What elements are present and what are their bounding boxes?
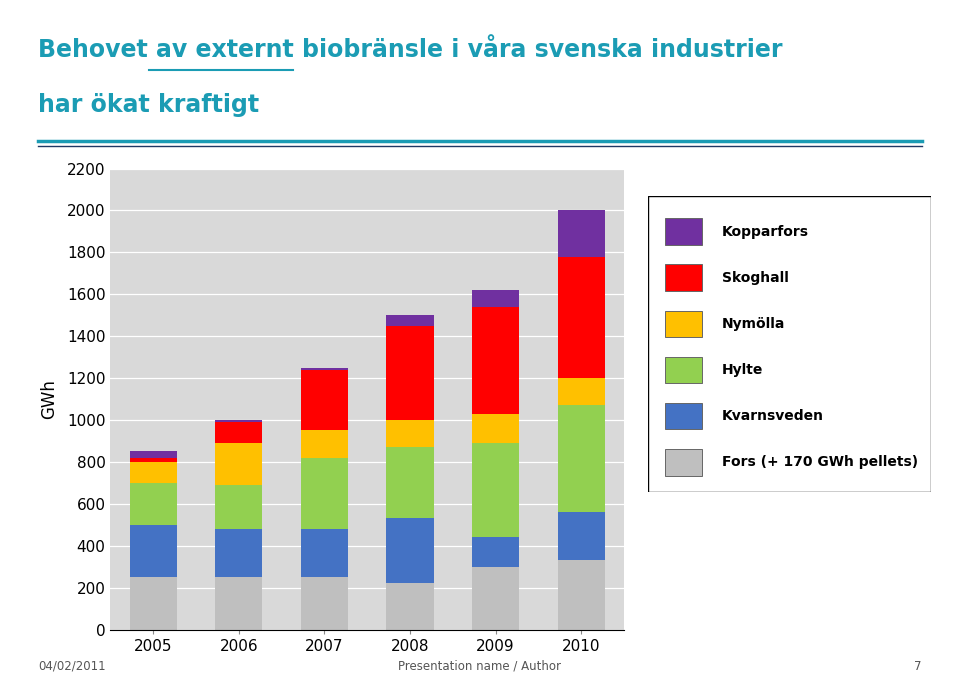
Bar bbox=[558, 405, 605, 512]
Bar bbox=[387, 325, 434, 420]
Bar bbox=[387, 447, 434, 519]
Bar bbox=[472, 443, 519, 537]
Bar bbox=[558, 257, 605, 378]
Bar bbox=[665, 403, 702, 429]
Bar bbox=[665, 449, 702, 475]
Bar bbox=[130, 458, 177, 462]
Text: Behovet av externt biobränsle i våra svenska industrier: Behovet av externt biobränsle i våra sve… bbox=[38, 38, 783, 62]
Text: har ökat kraftigt: har ökat kraftigt bbox=[38, 93, 259, 117]
Text: Nymölla: Nymölla bbox=[722, 317, 785, 331]
Bar bbox=[665, 218, 702, 245]
Bar bbox=[215, 422, 262, 443]
Text: Kopparfors: Kopparfors bbox=[722, 224, 808, 239]
Y-axis label: GWh: GWh bbox=[40, 379, 59, 419]
Bar bbox=[558, 211, 605, 257]
Bar bbox=[558, 378, 605, 405]
Bar bbox=[665, 310, 702, 337]
Bar bbox=[215, 529, 262, 577]
Bar bbox=[472, 537, 519, 567]
Bar bbox=[215, 420, 262, 422]
Text: Fors (+ 170 GWh pellets): Fors (+ 170 GWh pellets) bbox=[722, 455, 918, 469]
Bar bbox=[472, 567, 519, 630]
Bar bbox=[387, 519, 434, 583]
Bar bbox=[558, 512, 605, 560]
Bar bbox=[130, 462, 177, 483]
Text: 7: 7 bbox=[914, 660, 922, 673]
Bar bbox=[130, 525, 177, 577]
Bar bbox=[665, 264, 702, 291]
Bar bbox=[300, 458, 348, 529]
Bar bbox=[472, 290, 519, 307]
Bar bbox=[300, 577, 348, 630]
Bar bbox=[130, 451, 177, 458]
Text: Kvarnsveden: Kvarnsveden bbox=[722, 409, 824, 423]
Bar bbox=[665, 356, 702, 383]
Bar bbox=[387, 420, 434, 447]
Bar bbox=[215, 485, 262, 529]
Bar bbox=[215, 443, 262, 485]
Text: Skoghall: Skoghall bbox=[722, 271, 788, 285]
Text: Hylte: Hylte bbox=[722, 363, 763, 377]
Bar bbox=[300, 367, 348, 369]
Text: 04/02/2011: 04/02/2011 bbox=[38, 660, 106, 673]
Bar bbox=[300, 369, 348, 431]
Text: Presentation name / Author: Presentation name / Author bbox=[398, 660, 562, 673]
Bar bbox=[558, 560, 605, 630]
Bar bbox=[472, 413, 519, 443]
Bar bbox=[130, 577, 177, 630]
Bar bbox=[472, 307, 519, 413]
Bar bbox=[300, 431, 348, 458]
Bar bbox=[215, 577, 262, 630]
Bar bbox=[387, 315, 434, 325]
Bar bbox=[130, 483, 177, 525]
Bar bbox=[300, 529, 348, 577]
Bar bbox=[387, 583, 434, 630]
